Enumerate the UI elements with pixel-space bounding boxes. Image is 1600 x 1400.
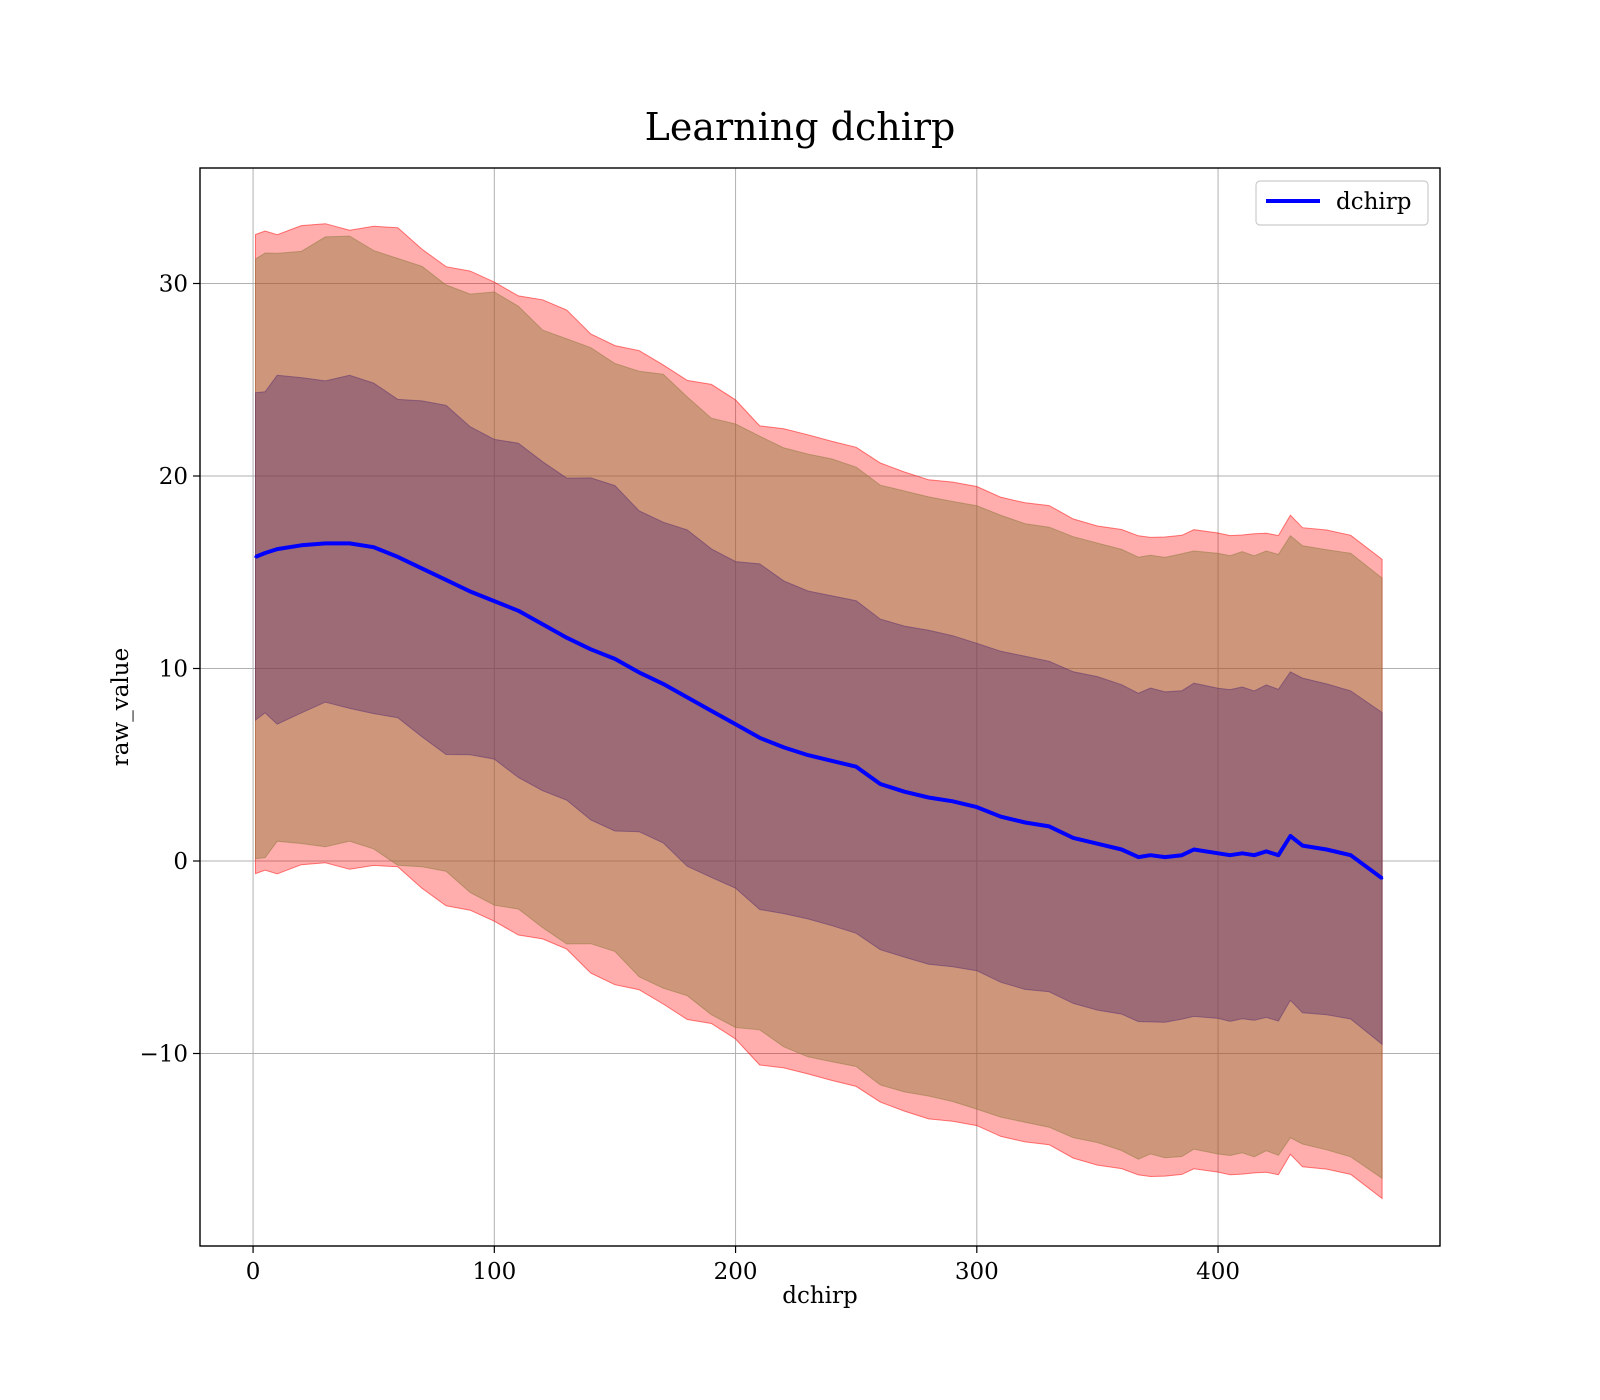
series-point <box>830 759 834 763</box>
series-point <box>1265 850 1268 853</box>
series-point <box>420 567 424 570</box>
x-tick-label-4: 400 <box>1196 1259 1240 1285</box>
series-point <box>1289 834 1292 838</box>
band-outer <box>255 223 1383 1200</box>
series-point <box>879 782 882 786</box>
series-point <box>927 796 930 799</box>
y-tick-label-2: 10 <box>159 657 188 683</box>
y-axis: −10 0 10 20 30 <box>139 272 200 1068</box>
series-point <box>372 546 375 549</box>
series-point <box>975 805 979 809</box>
line-layer <box>254 541 1384 880</box>
grid <box>200 168 1440 1246</box>
series-point <box>589 648 593 651</box>
y-tick-label-0: −10 <box>139 1042 188 1068</box>
series-point <box>1301 844 1304 847</box>
series-point <box>1253 854 1256 857</box>
series-point <box>565 636 568 639</box>
series-point <box>1163 855 1167 859</box>
series-point <box>758 736 761 739</box>
series-point <box>1228 854 1232 857</box>
x-axis-label: dchirp <box>782 1283 858 1309</box>
series-point <box>686 696 689 699</box>
series-point <box>806 753 810 757</box>
series-line-dchirp <box>254 541 1384 880</box>
series-point <box>1096 842 1099 845</box>
series-point <box>1047 825 1051 828</box>
band-inner <box>255 374 1383 1046</box>
x-axis: 0 100 200 300 400 <box>246 1246 1240 1285</box>
series-point <box>263 551 267 555</box>
series-point <box>517 609 520 612</box>
series-point <box>951 800 954 803</box>
series-point <box>1192 848 1196 851</box>
series-point <box>1216 852 1220 855</box>
band-mid <box>255 235 1383 1180</box>
series-point <box>1380 877 1384 880</box>
series-point <box>300 544 303 547</box>
series-point <box>275 547 279 551</box>
series-point <box>1023 821 1027 824</box>
series-point <box>1240 852 1244 855</box>
series-point <box>468 590 472 593</box>
x-tick-label-0: 0 <box>246 1259 261 1285</box>
series-point <box>1137 855 1140 859</box>
series-point <box>444 578 448 582</box>
series-point <box>1072 836 1075 840</box>
series-point <box>348 542 351 545</box>
series-point <box>254 555 257 559</box>
chart-title: Learning dchirp <box>645 105 956 149</box>
y-tick-label-1: 0 <box>173 849 188 875</box>
series-point <box>1349 854 1352 857</box>
series-point <box>661 682 665 686</box>
series-point <box>782 746 786 749</box>
band-layer <box>255 223 1383 1200</box>
series-point <box>324 542 327 545</box>
series-point <box>1149 854 1152 857</box>
series-point <box>1120 848 1123 851</box>
series-point <box>1325 848 1328 851</box>
series-point <box>1180 854 1184 857</box>
series-point <box>541 623 544 626</box>
x-tick-label-2: 200 <box>714 1259 758 1285</box>
series-point <box>396 555 400 559</box>
series-point <box>999 815 1003 818</box>
series-point <box>637 671 641 674</box>
series-point <box>493 599 496 603</box>
series-point <box>1277 854 1280 857</box>
y-axis-label: raw_value <box>108 648 134 766</box>
x-tick-label-3: 300 <box>955 1259 999 1285</box>
series-point <box>734 723 737 726</box>
legend-box <box>1255 180 1429 226</box>
plot-frame <box>199 167 1441 1247</box>
legend: dchirp <box>1255 180 1429 226</box>
series-point <box>854 765 858 768</box>
series-point <box>613 657 617 661</box>
series-point <box>903 790 906 793</box>
x-tick-label-1: 100 <box>472 1259 516 1285</box>
series-point <box>710 709 713 713</box>
y-tick-label-3: 20 <box>159 464 188 490</box>
y-tick-label-4: 30 <box>159 272 188 298</box>
legend-label: dchirp <box>1336 189 1412 215</box>
